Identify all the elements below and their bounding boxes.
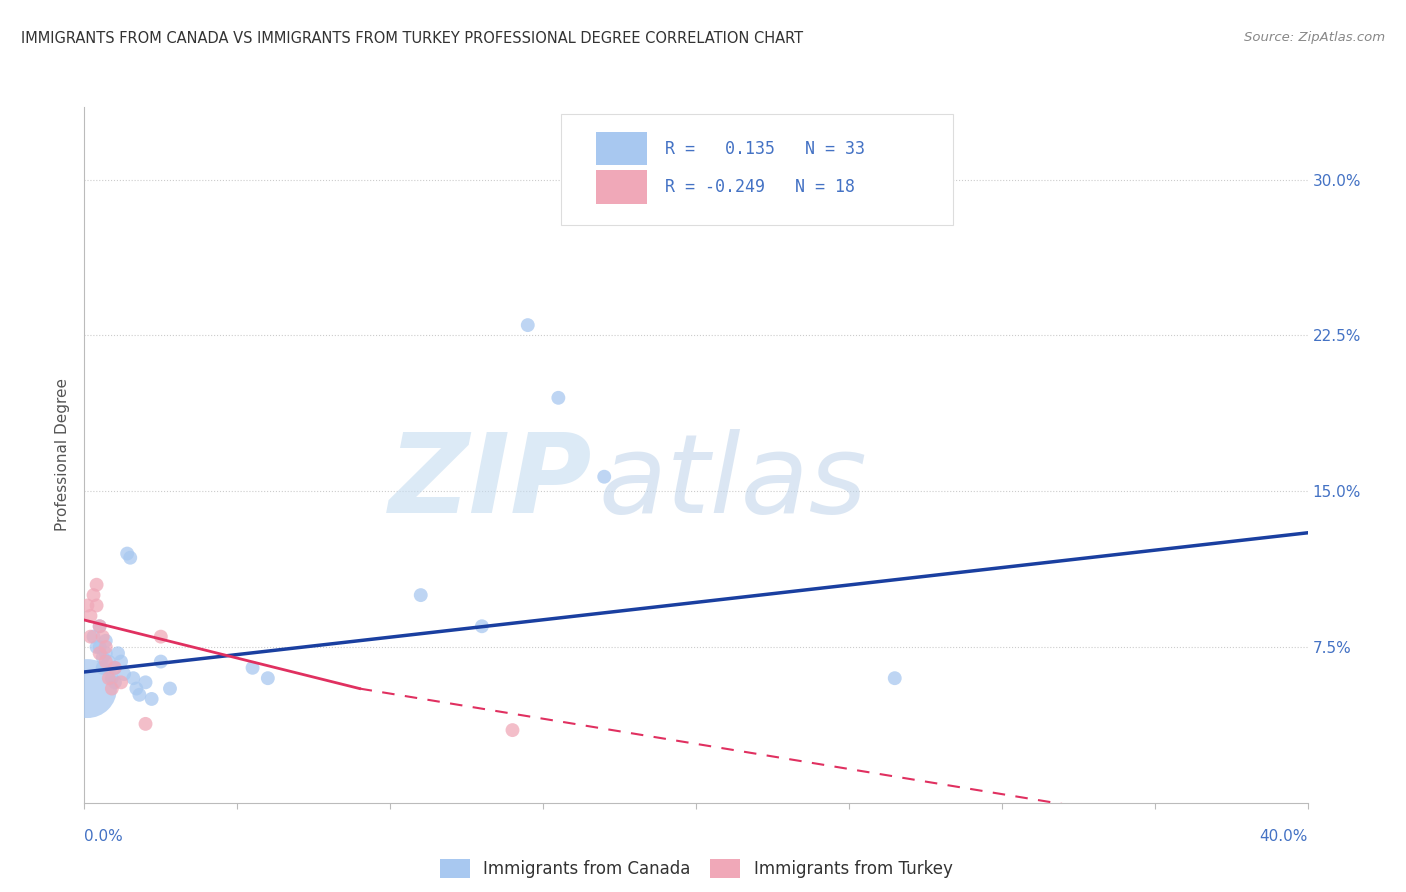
- Point: [76, 681, 98, 696]
- Point: [110, 655, 132, 669]
- Point: [409, 588, 432, 602]
- Point: [91, 630, 114, 644]
- Point: [104, 661, 127, 675]
- Point: [94, 655, 117, 669]
- Point: [89, 619, 111, 633]
- Text: 0.0%: 0.0%: [84, 829, 124, 844]
- Point: [86, 578, 108, 592]
- Point: [107, 646, 129, 660]
- Point: [101, 671, 124, 685]
- Point: [135, 675, 157, 690]
- Point: [104, 675, 127, 690]
- Point: [516, 318, 538, 332]
- Point: [79, 608, 101, 623]
- Point: [91, 661, 114, 675]
- Point: [149, 655, 172, 669]
- Point: [120, 550, 142, 565]
- Point: [125, 681, 148, 696]
- Point: [89, 646, 111, 660]
- FancyBboxPatch shape: [561, 114, 953, 226]
- Point: [83, 630, 105, 644]
- Point: [86, 599, 108, 613]
- Point: [593, 469, 616, 483]
- Point: [112, 667, 135, 681]
- Point: [471, 619, 494, 633]
- Text: 40.0%: 40.0%: [1260, 829, 1308, 844]
- Point: [86, 640, 108, 654]
- Point: [883, 671, 905, 685]
- Point: [257, 671, 280, 685]
- Text: Source: ZipAtlas.com: Source: ZipAtlas.com: [1244, 31, 1385, 45]
- Point: [97, 655, 120, 669]
- Point: [115, 547, 138, 561]
- Y-axis label: Professional Degree: Professional Degree: [55, 378, 70, 532]
- Point: [101, 681, 124, 696]
- Text: R = -0.249   N = 18: R = -0.249 N = 18: [665, 178, 855, 196]
- Point: [159, 681, 181, 696]
- Point: [122, 671, 145, 685]
- Point: [547, 391, 569, 405]
- Text: ZIP: ZIP: [388, 429, 592, 536]
- Point: [76, 599, 98, 613]
- Point: [94, 633, 117, 648]
- Point: [79, 630, 101, 644]
- Point: [89, 619, 111, 633]
- Point: [83, 588, 105, 602]
- Point: [242, 661, 264, 675]
- Text: IMMIGRANTS FROM CANADA VS IMMIGRANTS FROM TURKEY PROFESSIONAL DEGREE CORRELATION: IMMIGRANTS FROM CANADA VS IMMIGRANTS FRO…: [21, 31, 803, 46]
- Legend: Immigrants from Canada, Immigrants from Turkey: Immigrants from Canada, Immigrants from …: [433, 853, 959, 885]
- Point: [94, 640, 117, 654]
- Point: [94, 646, 117, 660]
- Point: [502, 723, 524, 738]
- Point: [135, 717, 157, 731]
- Point: [110, 675, 132, 690]
- FancyBboxPatch shape: [596, 170, 647, 203]
- Point: [97, 671, 120, 685]
- Point: [104, 661, 127, 675]
- Point: [128, 688, 150, 702]
- Text: R =   0.135   N = 33: R = 0.135 N = 33: [665, 140, 865, 158]
- Point: [91, 650, 114, 665]
- FancyBboxPatch shape: [596, 132, 647, 166]
- Text: atlas: atlas: [598, 429, 866, 536]
- Point: [141, 692, 163, 706]
- Point: [149, 630, 172, 644]
- Point: [89, 640, 111, 654]
